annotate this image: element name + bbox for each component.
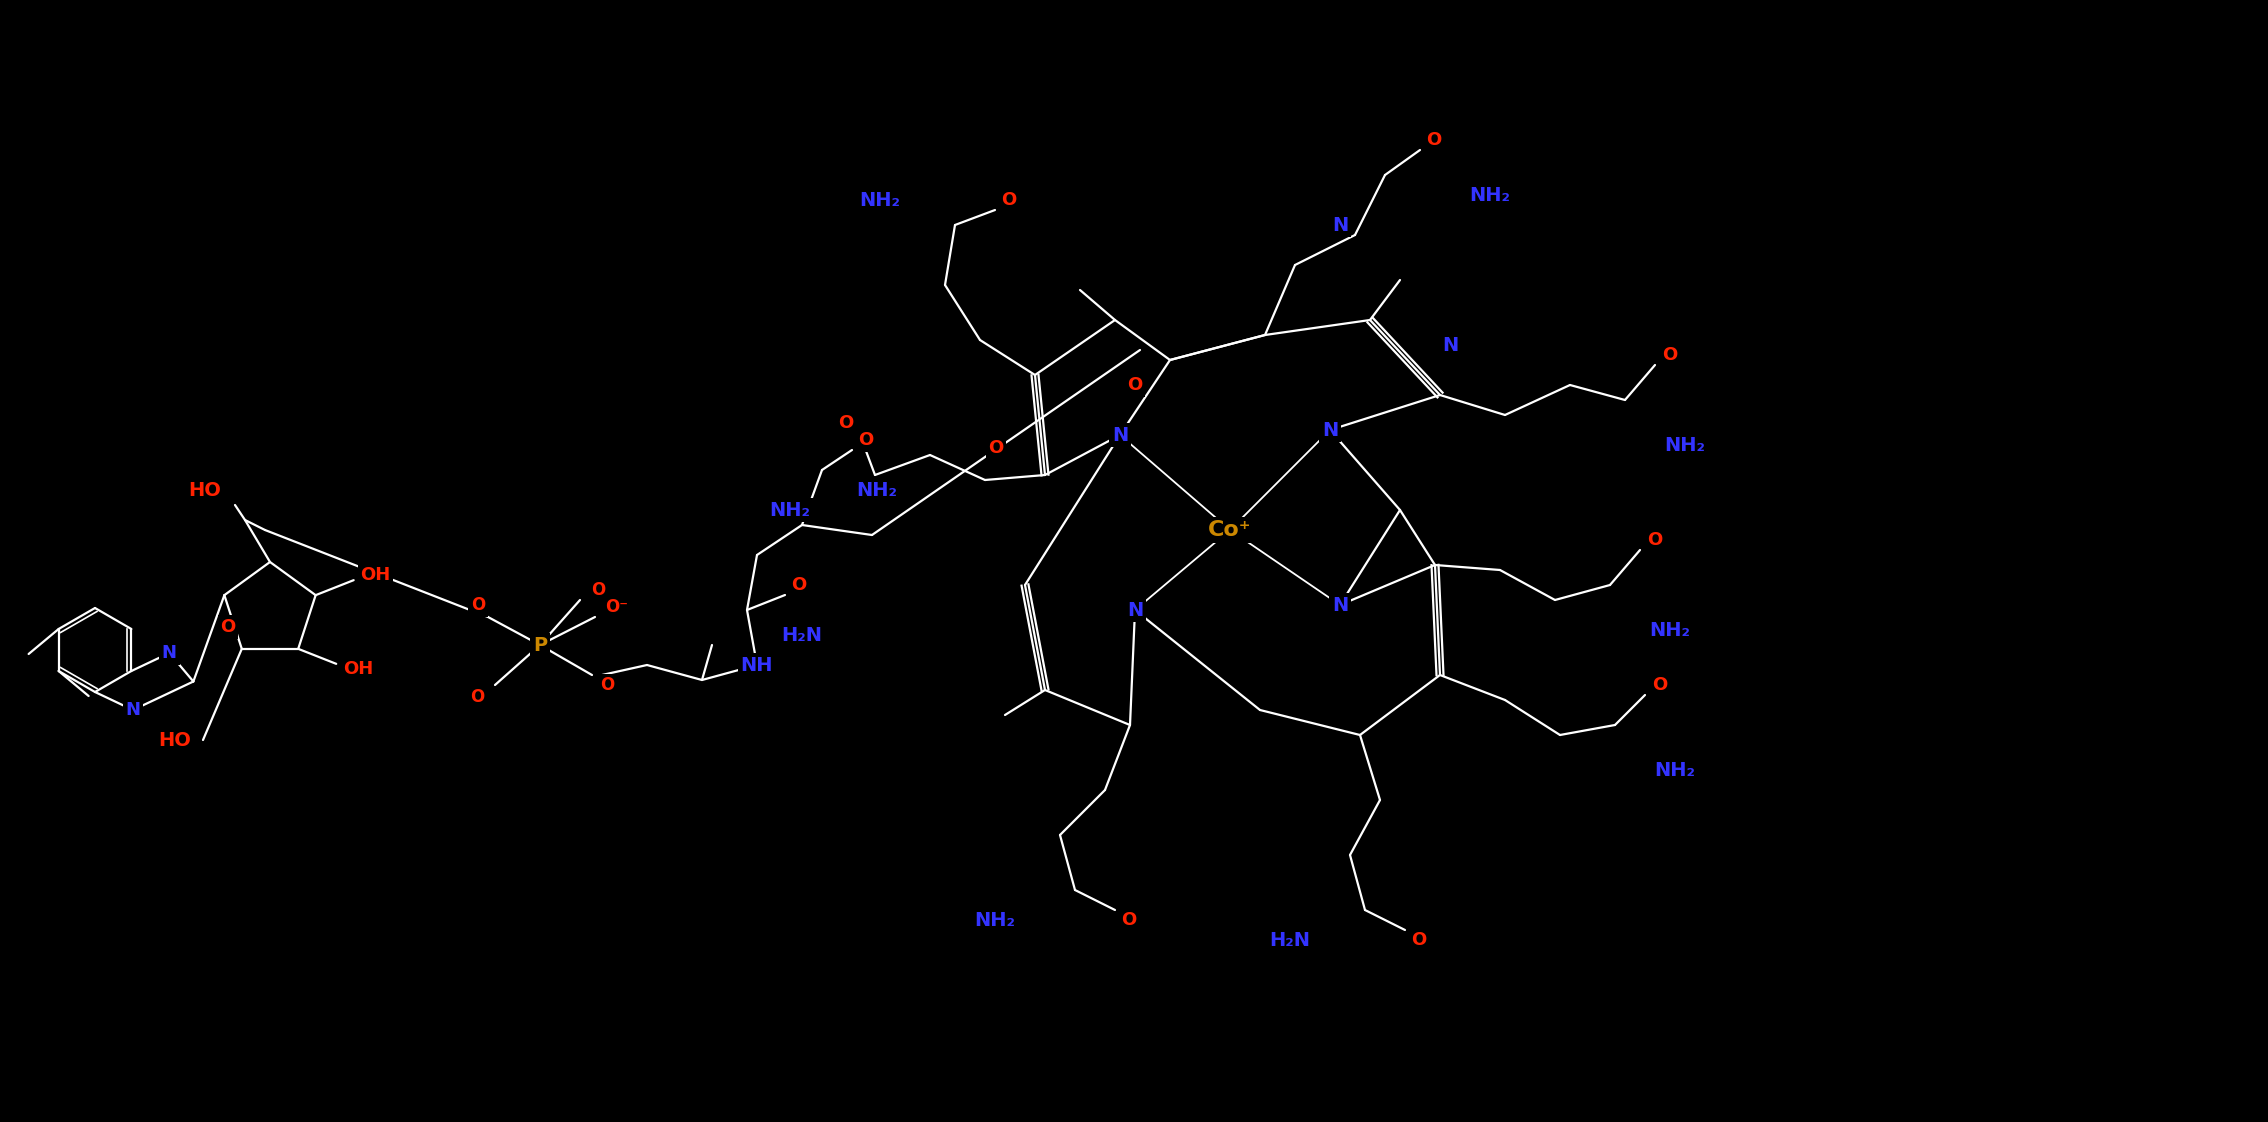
Text: NH₂: NH₂ bbox=[975, 910, 1016, 929]
Text: NH: NH bbox=[742, 655, 773, 674]
Text: O: O bbox=[599, 675, 615, 695]
Text: N: N bbox=[161, 644, 177, 662]
Text: O⁻: O⁻ bbox=[606, 598, 628, 616]
Text: O: O bbox=[1662, 346, 1678, 364]
Text: O: O bbox=[989, 439, 1005, 457]
Text: O: O bbox=[469, 688, 483, 706]
Text: N: N bbox=[1111, 425, 1127, 444]
Text: O: O bbox=[1427, 131, 1442, 149]
Text: O: O bbox=[839, 414, 853, 432]
Text: N: N bbox=[125, 701, 141, 719]
Text: N: N bbox=[1331, 215, 1347, 234]
Text: O: O bbox=[1002, 191, 1016, 209]
Text: P: P bbox=[533, 635, 547, 654]
Text: O: O bbox=[1120, 911, 1136, 929]
Text: OH: OH bbox=[361, 567, 390, 585]
Text: NH₂: NH₂ bbox=[1470, 185, 1510, 204]
Text: O: O bbox=[592, 581, 606, 599]
Text: HO: HO bbox=[188, 480, 222, 499]
Text: NH₂: NH₂ bbox=[857, 480, 898, 499]
Text: N: N bbox=[1322, 421, 1338, 440]
Text: NH₂: NH₂ bbox=[1649, 620, 1690, 640]
Text: H₂N: H₂N bbox=[1270, 930, 1311, 949]
Text: N: N bbox=[1442, 335, 1458, 355]
Text: N: N bbox=[1127, 600, 1143, 619]
Text: HO: HO bbox=[159, 730, 191, 749]
Text: O: O bbox=[792, 576, 807, 594]
Text: NH₂: NH₂ bbox=[1665, 435, 1706, 454]
Text: O: O bbox=[472, 596, 485, 614]
Text: O: O bbox=[857, 431, 873, 449]
Text: N: N bbox=[1331, 596, 1347, 615]
Text: OH: OH bbox=[342, 660, 374, 678]
Text: O: O bbox=[220, 618, 236, 636]
Text: Co⁺: Co⁺ bbox=[1209, 519, 1252, 540]
Text: NH₂: NH₂ bbox=[769, 500, 810, 519]
Text: H₂N: H₂N bbox=[782, 625, 823, 644]
Text: O: O bbox=[1653, 675, 1667, 695]
Text: NH₂: NH₂ bbox=[1653, 761, 1696, 780]
Text: O: O bbox=[1411, 931, 1427, 949]
Text: O: O bbox=[1127, 376, 1143, 394]
Text: NH₂: NH₂ bbox=[860, 191, 900, 210]
Text: O: O bbox=[1647, 531, 1662, 549]
